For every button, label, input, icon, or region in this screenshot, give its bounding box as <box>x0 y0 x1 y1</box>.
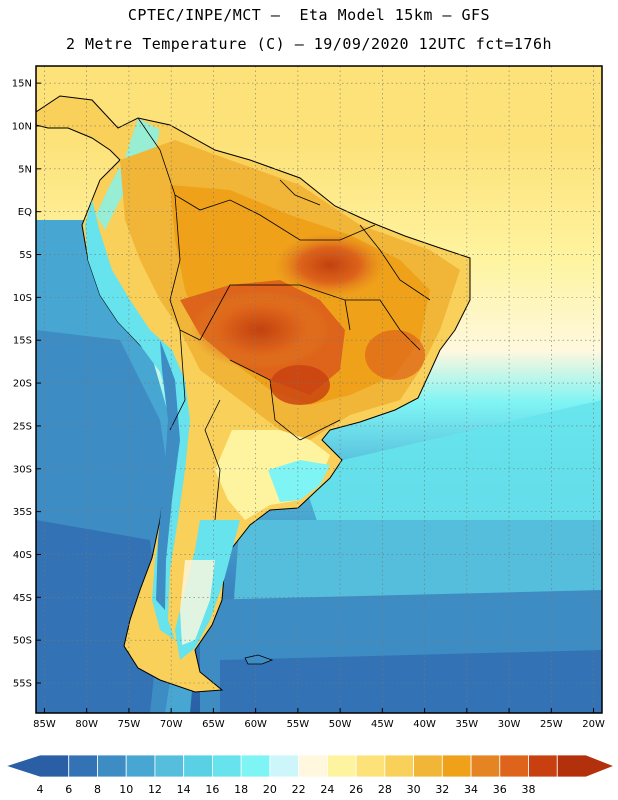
colorbar-label: 34 <box>464 783 478 796</box>
lon-label: 70W <box>160 719 183 730</box>
colorbar-label: 6 <box>65 783 72 796</box>
patagonia-mild <box>180 560 215 645</box>
heat-core-para <box>275 233 385 297</box>
colorbar-segment <box>97 754 127 778</box>
colorbar-segment <box>326 754 357 778</box>
lat-label: 5N <box>18 164 32 175</box>
colorbar-arrow-high <box>556 754 616 778</box>
colorbar-label: 30 <box>407 783 421 796</box>
colorbar-segment <box>384 754 414 778</box>
chart-title-line1: CPTEC/INPE/MCT – Eta Model 15km – GFS <box>127 6 491 24</box>
colorbar-label: 26 <box>349 783 363 796</box>
colorbar-segment <box>441 754 472 778</box>
lat-label: 15N <box>12 79 32 90</box>
lon-label: 85W <box>33 719 56 730</box>
lat-label: 25S <box>13 421 32 432</box>
lon-label: 60W <box>244 719 267 730</box>
colorbar-segment <box>528 754 558 778</box>
atlantic-band-d <box>220 650 602 713</box>
lat-label: 20S <box>13 379 32 390</box>
colorbar-label: 8 <box>94 783 101 796</box>
lat-label: EQ <box>18 207 32 218</box>
colorbar-segment <box>183 754 213 778</box>
lon-label: 25W <box>540 719 563 730</box>
lon-label: 45W <box>371 719 394 730</box>
colorbar-label: 14 <box>177 783 191 796</box>
lat-label: 55S <box>13 679 32 690</box>
lon-label: 20W <box>582 719 605 730</box>
colorbar-label: 20 <box>263 783 277 796</box>
andes-peaks <box>156 340 180 610</box>
colorbar-label: 12 <box>148 783 162 796</box>
colorbar-arrow-low <box>4 754 70 778</box>
colorbar-label: 16 <box>205 783 219 796</box>
lon-label: 80W <box>75 719 98 730</box>
colorbar-label: 4 <box>37 783 44 796</box>
heat-core-mato-grosso <box>190 290 330 370</box>
colorbar-segment <box>499 754 529 778</box>
colorbar-segment <box>269 754 300 778</box>
colorbar-label: 22 <box>292 783 306 796</box>
colorbar-label: 24 <box>320 783 334 796</box>
lat-label: 5S <box>19 250 32 261</box>
colorbar-label: 38 <box>522 783 536 796</box>
colorbar-segment <box>413 754 443 778</box>
colorbar-segment <box>154 754 185 778</box>
colorbar-segment <box>298 754 328 778</box>
map-frame <box>35 65 603 714</box>
lon-label: 75W <box>118 719 141 730</box>
lat-label: 50S <box>13 636 32 647</box>
lat-label: 10N <box>12 121 32 132</box>
lon-label: 65W <box>202 719 225 730</box>
lat-label: 15S <box>13 336 32 347</box>
country-borders <box>137 117 431 521</box>
colorbar-segment <box>212 754 242 778</box>
lat-label: 30S <box>13 464 32 475</box>
colorbar-segment <box>125 754 156 778</box>
lon-label: 50W <box>329 719 352 730</box>
uruguay-cool <box>268 460 330 502</box>
lon-label: 40W <box>413 719 436 730</box>
heat-core-bahia <box>365 330 425 380</box>
chart-title-line2: 2 Metre Temperature (C) – 19/09/2020 12U… <box>65 35 553 53</box>
lat-label: 35S <box>13 507 32 518</box>
colorbar-label: 18 <box>234 783 248 796</box>
lat-label: 45S <box>13 593 32 604</box>
lat-label: 40S <box>13 550 32 561</box>
colorbar-segment <box>470 754 501 778</box>
lon-label: 55W <box>287 719 310 730</box>
lat-label: 10S <box>13 293 32 304</box>
colorbar-label: 28 <box>378 783 392 796</box>
colorbar-label: 36 <box>493 783 507 796</box>
colorbar-label: 10 <box>119 783 133 796</box>
lon-label: 30W <box>498 719 521 730</box>
colorbar-label: 32 <box>435 783 449 796</box>
colorbar-segment <box>355 754 386 778</box>
colorbar-segment <box>240 754 271 778</box>
heat-core-pantanal <box>270 365 330 405</box>
lon-label: 35W <box>456 719 479 730</box>
colorbar-segment <box>68 754 98 778</box>
map-field <box>36 66 602 713</box>
colorbar: 4 6 8 10 12 14 16 18 20 22 24 26 28 30 32 34 36 38 <box>4 754 616 796</box>
